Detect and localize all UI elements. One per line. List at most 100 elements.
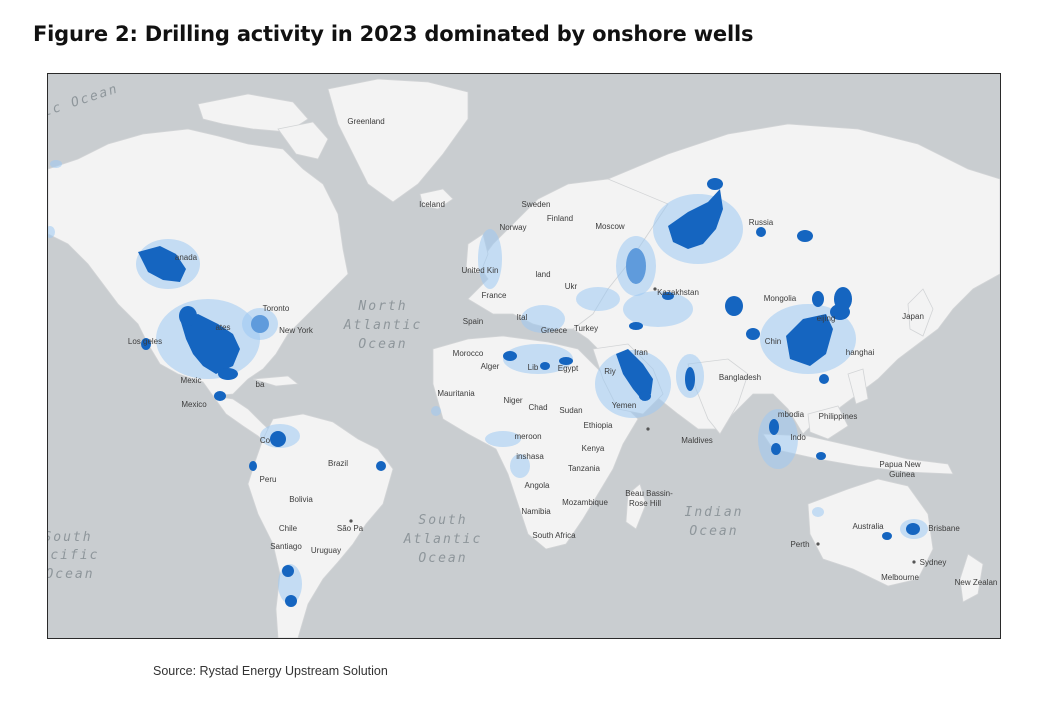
arctic-islands-2 (277, 121, 329, 160)
label-melbourne: Melbourne (881, 573, 919, 582)
label-papua: Papua New (879, 460, 921, 469)
label-los-angeles: Los geles (128, 337, 162, 346)
map-shape-52 (616, 236, 656, 296)
activity-brazil-ne (376, 461, 386, 471)
label-libya: Lib (528, 363, 539, 372)
activity-india-west (685, 367, 695, 391)
map-shape-28 (242, 308, 278, 340)
label-tanzania: Tanzania (568, 464, 601, 473)
philippines-land (847, 368, 869, 405)
activity-borneo (816, 452, 826, 460)
figure-title: Figure 2: Drilling activity in 2023 domi… (33, 22, 754, 46)
activity-us-gulf (218, 368, 238, 380)
label-namibia: Namibia (521, 507, 551, 516)
city-dots (349, 287, 916, 564)
label-riyadh: Riy (604, 367, 616, 376)
activity-queensland (906, 523, 920, 535)
activity-gulf (616, 349, 653, 401)
label-ukraine: Ukr (565, 282, 578, 291)
label-mexico-city: Mexico (181, 400, 207, 409)
label-uruguay: Uruguay (311, 546, 341, 555)
indian-ocean-label-1: Indian (685, 505, 744, 520)
label-new-york: New York (279, 326, 314, 335)
label-united-kingdom: United Kin (462, 266, 499, 275)
label-china: Chin (765, 337, 781, 346)
label-indonesia: Indo (790, 433, 806, 442)
label-mexico: Mexic (181, 376, 202, 385)
label-philippines: Philippines (819, 412, 858, 421)
activity-west-siberia (668, 189, 723, 249)
label-santiago: Santiago (270, 542, 302, 551)
label-colombia: Co (260, 436, 271, 445)
map-shape-76 (50, 160, 62, 168)
label-south-africa: South Africa (532, 531, 576, 540)
activity-china-west (746, 328, 760, 340)
label-kazakhstan: Kazakhstan (657, 288, 699, 297)
label-iran: Iran (634, 348, 648, 357)
label-chile: Chile (279, 524, 298, 533)
activity-kazakhstan (662, 292, 674, 300)
south-pacific-label-2: acific (48, 548, 99, 563)
activity-turkmen (629, 322, 643, 330)
activity-colombia (270, 431, 286, 447)
map-shape-81 (653, 287, 657, 291)
indian-ocean-label-2: Ocean (689, 524, 738, 539)
activity-argentina-1 (282, 565, 294, 577)
map-shape-55 (623, 291, 693, 327)
label-spain: Spain (463, 317, 483, 326)
label-cameroon: meroon (514, 432, 541, 441)
activity-china-sichuan (786, 314, 833, 366)
label-states: ates (215, 323, 230, 332)
map-shape-84 (912, 560, 916, 564)
north-atlantic-label-1: North (357, 299, 407, 314)
map-shape-85 (349, 519, 353, 523)
activity-china-south (819, 374, 829, 384)
label-chad: Chad (528, 403, 547, 412)
activity-sumatra (769, 419, 779, 435)
map-shape-83 (816, 542, 820, 546)
activity-oman (639, 391, 651, 401)
south-atlantic-label-1: South (418, 513, 467, 528)
japan-land (907, 288, 934, 337)
australia-land (807, 478, 934, 587)
indonesia-land (762, 433, 954, 475)
activity-russia-far (756, 227, 766, 237)
map-shape-80 (521, 305, 565, 333)
label-poland: land (535, 270, 550, 279)
label-japan: Japan (902, 312, 924, 321)
south-pacific-label-3: Ocean (48, 567, 95, 582)
label-ethiopia: Ethiopia (584, 421, 613, 430)
label-algeria: Alger (481, 362, 500, 371)
label-shanghai: hanghai (846, 348, 875, 357)
label-canada: anada (175, 253, 198, 262)
activity-alberta (138, 246, 186, 282)
map-shape-43 (485, 431, 521, 447)
label-rose-hill: Rose Hill (629, 499, 661, 508)
label-greece: Greece (541, 326, 568, 335)
place-labels: Greenland Iceland Sweden Finland Norway … (128, 117, 997, 587)
source-note: Source: Rystad Energy Upstream Solution (153, 664, 388, 678)
activity-mexico (214, 391, 226, 401)
map-shape-77 (48, 226, 55, 238)
map-shape-68 (758, 409, 798, 469)
greenland-land (327, 78, 469, 203)
label-finland: Finland (547, 214, 573, 223)
label-norway: Norway (499, 223, 526, 232)
label-guinea: Guinea (889, 470, 915, 479)
activity-egypt (559, 357, 573, 365)
label-beau-bassin: Beau Bassin- (625, 489, 673, 498)
activity-us-midcontinent (180, 314, 240, 374)
activity-california (141, 338, 151, 350)
label-cuba: ba (256, 380, 265, 389)
north-atlantic-label-2: Atlantic (343, 318, 423, 333)
label-morocco: Morocco (453, 349, 484, 358)
label-new-zealand: New Zealan (955, 578, 998, 587)
label-sweden: Sweden (522, 200, 551, 209)
label-perth: Perth (790, 540, 809, 549)
activity-mongolia (812, 291, 824, 307)
label-yemen: Yemen (612, 401, 637, 410)
label-turkey: Turkey (574, 324, 598, 333)
map-shape-39 (503, 344, 573, 374)
world-map[interactable]: ic Ocean North Atlantic Ocean South Atla… (47, 73, 1001, 639)
activity-ecuador (249, 461, 257, 471)
